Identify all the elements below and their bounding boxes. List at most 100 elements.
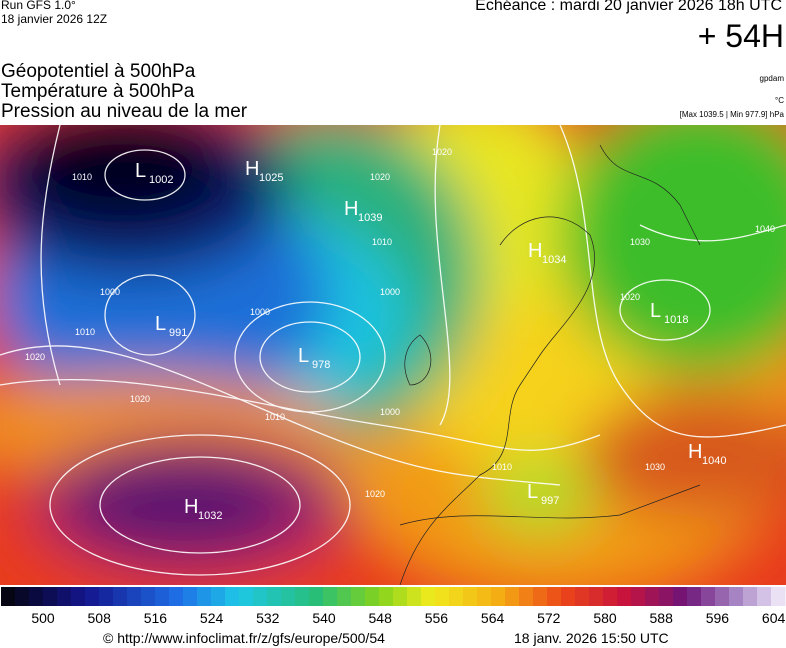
scale-label: 604	[762, 610, 786, 626]
center-type: H	[245, 158, 259, 180]
scale-cell	[743, 587, 758, 606]
center-type: H	[688, 441, 702, 463]
scale-cell	[379, 587, 394, 606]
scale-cell	[253, 587, 268, 606]
isobar-label: 1010	[265, 412, 285, 422]
scale-cell	[519, 587, 534, 606]
scale-cell	[351, 587, 366, 606]
scale-label: 556	[425, 610, 449, 626]
scale-cell	[701, 587, 716, 606]
scale-cell	[617, 587, 632, 606]
scale-cell	[575, 587, 590, 606]
center-value: 1032	[198, 510, 222, 522]
scale-cell	[365, 587, 380, 606]
scale-cell	[407, 587, 422, 606]
scale-cell	[589, 587, 604, 606]
scale-label: 508	[88, 610, 112, 626]
scale-cell	[211, 587, 226, 606]
lead-time: + 54H	[697, 18, 784, 54]
center-type: L	[155, 313, 166, 335]
scale-cell	[337, 587, 352, 606]
title-2: Température à 500hPa	[1, 81, 195, 102]
center-value: 991	[169, 327, 187, 339]
valid-time: Echéance : mardi 20 janvier 2026 18h UTC	[475, 0, 782, 14]
scale-cell	[309, 587, 324, 606]
center-value: 978	[312, 359, 330, 371]
unit-temp: °C	[775, 96, 784, 105]
center-type: L	[298, 345, 309, 367]
scale-cell	[393, 587, 408, 606]
center-value: 1040	[702, 455, 726, 467]
center-value: 1018	[664, 314, 688, 326]
isobars	[0, 125, 786, 576]
scale-cell	[183, 587, 198, 606]
isobar-label: 1020	[370, 172, 390, 182]
isobar-label: 1010	[72, 172, 92, 182]
run-date: 18 janvier 2026 12Z	[1, 12, 108, 26]
scale-cell	[197, 587, 212, 606]
scale-cell	[141, 587, 156, 606]
isobar-label: 1000	[250, 307, 270, 317]
scale-cell	[99, 587, 114, 606]
isobar-label: 1000	[380, 407, 400, 417]
isobar-label: 1020	[365, 489, 385, 499]
scale-cell	[1, 587, 16, 606]
scale-cell	[71, 587, 86, 606]
scale-label: 580	[593, 610, 617, 626]
scale-cell	[757, 587, 772, 606]
run: Run GFS 1.0°	[1, 0, 76, 12]
isobar-label: 1020	[620, 292, 640, 302]
scale-cell	[43, 587, 58, 606]
scale-cell	[295, 587, 310, 606]
generated: 18 janv. 2026 15:50 UTC	[514, 630, 669, 646]
center-value: 1039	[358, 212, 382, 224]
scale-cell	[715, 587, 730, 606]
scale-cell	[155, 587, 170, 606]
scale-cell	[771, 587, 786, 606]
source: © http://www.infoclimat.fr/z/gfs/europe/…	[103, 630, 385, 646]
isobar-label: 1020	[130, 394, 150, 404]
scale-label: 548	[369, 610, 393, 626]
isobar-label: 1000	[100, 287, 120, 297]
scale-cell	[659, 587, 674, 606]
scale-cell	[281, 587, 296, 606]
center-type: H	[528, 240, 542, 262]
scale-cell	[323, 587, 338, 606]
scale-label: 532	[256, 610, 280, 626]
scale-cell	[15, 587, 30, 606]
center-type: H	[344, 198, 358, 220]
scale-label: 516	[144, 610, 168, 626]
title-3: Pression au niveau de la mer	[1, 101, 248, 122]
extremes: [Max 1039.5 | Min 977.9] hPa	[679, 110, 784, 119]
scale-cell	[687, 587, 702, 606]
scale-cell	[127, 587, 142, 606]
scale-cell	[85, 587, 100, 606]
scale-cell	[645, 587, 660, 606]
isobar-label: 1010	[492, 462, 512, 472]
scale-cell	[113, 587, 128, 606]
scale-cell	[491, 587, 506, 606]
scale-cell	[533, 587, 548, 606]
scale-cell	[225, 587, 240, 606]
center-value: 997	[541, 495, 559, 507]
center-value: 1002	[149, 174, 173, 186]
unit-height: gpdam	[759, 74, 784, 83]
scale-label: 500	[31, 610, 55, 626]
isobar-label: 1000	[380, 287, 400, 297]
field	[0, 125, 786, 585]
scale-cell	[561, 587, 576, 606]
scale-label: 588	[650, 610, 674, 626]
scale-cell	[505, 587, 520, 606]
scale-cell	[631, 587, 646, 606]
center-value: 1034	[542, 254, 566, 266]
isobar-labels: 1010 1000 1010 1020 1020 1010 1000 1000 1010 1020…	[25, 147, 775, 499]
scale-cell	[673, 587, 688, 606]
scale-label: 524	[200, 610, 224, 626]
isobar-label: 1010	[372, 237, 392, 247]
center-type: L	[527, 481, 538, 503]
center-type: L	[650, 300, 661, 322]
isobar-label: 1030	[630, 237, 650, 247]
